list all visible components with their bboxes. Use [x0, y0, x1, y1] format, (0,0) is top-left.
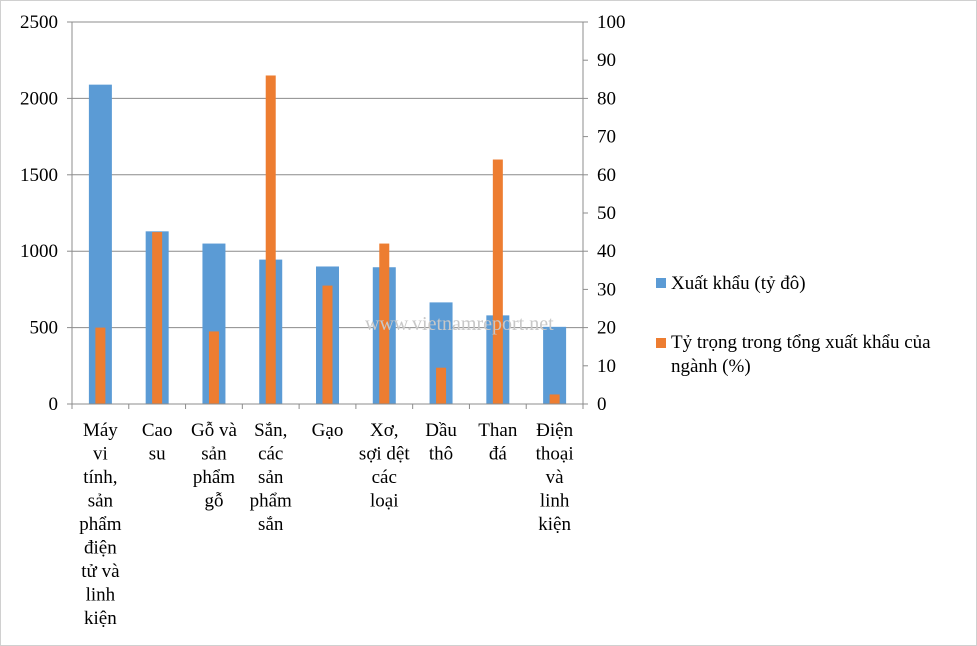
bars: [88, 75, 567, 404]
y-right-tick-label: 30: [597, 279, 616, 300]
category-label: Gạo: [312, 420, 344, 441]
bar-export: [202, 243, 226, 404]
y-right-tick-label: 0: [597, 394, 607, 415]
legend-label-share: Tỷ trọng trong tổng xuất khẩu của ngành …: [671, 332, 931, 377]
category-label: Than đá: [478, 420, 518, 465]
y-left-tick-label: 2500: [20, 12, 58, 33]
category-label: Xơ, sợi dệt các loại: [359, 420, 410, 512]
y-right-tick-label: 50: [597, 203, 616, 224]
legend-swatch-share: [656, 338, 666, 348]
y-right-tick-label: 100: [597, 12, 626, 33]
bar-share: [492, 159, 503, 404]
y-left-tick-label: 500: [30, 318, 59, 339]
category-label: Dầu thô: [425, 420, 457, 465]
labels: 0 500 1000 1500 2000 2500 0 10 20 30 40 50 60 70 80 90 1…: [20, 12, 626, 629]
bar-share: [95, 327, 106, 404]
category-label: Điện thoại và linh kiện: [536, 420, 574, 535]
y-left-tick-label: 1000: [20, 241, 58, 262]
category-label: Máy vi tính, sản phẩm điện tử và linh kiện: [79, 420, 121, 629]
y-right-tick-label: 80: [597, 88, 616, 109]
y-right-tick-label: 90: [597, 50, 616, 71]
y-left-tick-label: 2000: [20, 88, 58, 109]
bar-share: [549, 394, 560, 404]
axes: [67, 21, 588, 409]
category-label: Cao su: [142, 420, 173, 465]
y-left-tick-label: 0: [49, 394, 59, 415]
category-label: Sắn, các sản phẩm sắn: [250, 420, 292, 535]
bar-share: [152, 232, 163, 404]
bar-export: [88, 84, 112, 404]
bar-share: [265, 75, 276, 404]
legend-label-export: Xuất khẩu (tỷ đô): [671, 273, 806, 294]
bar-export: [429, 302, 453, 404]
bar-share: [436, 367, 447, 404]
y-right-tick-label: 70: [597, 127, 616, 148]
y-right-tick-label: 40: [597, 241, 616, 262]
watermark-text: www.vietnamreport.net: [365, 313, 554, 335]
y-left-tick-label: 1500: [20, 165, 58, 186]
bar-share: [322, 285, 333, 404]
y-right-tick-label: 10: [597, 356, 616, 377]
category-label: Gỗ và sản phẩm gỗ: [191, 420, 237, 512]
legend-swatch-export: [656, 278, 666, 288]
y-right-tick-label: 60: [597, 165, 616, 186]
bar-share: [208, 331, 219, 404]
bar-export: [543, 326, 567, 404]
bar-share: [379, 243, 390, 404]
y-right-tick-label: 20: [597, 318, 616, 339]
